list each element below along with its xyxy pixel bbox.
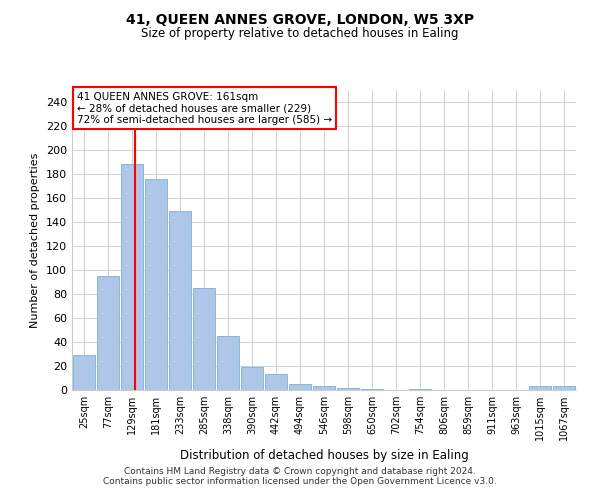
Bar bbox=[337, 388, 359, 390]
Y-axis label: Number of detached properties: Number of detached properties bbox=[31, 152, 40, 328]
X-axis label: Distribution of detached houses by size in Ealing: Distribution of detached houses by size … bbox=[179, 448, 469, 462]
Bar bbox=[145, 179, 167, 390]
Text: 41, QUEEN ANNES GROVE, LONDON, W5 3XP: 41, QUEEN ANNES GROVE, LONDON, W5 3XP bbox=[126, 12, 474, 26]
Text: Contains HM Land Registry data © Crown copyright and database right 2024.: Contains HM Land Registry data © Crown c… bbox=[124, 467, 476, 476]
Bar bbox=[313, 386, 335, 390]
Bar bbox=[169, 211, 191, 390]
Bar bbox=[265, 374, 287, 390]
Bar bbox=[361, 389, 383, 390]
Bar bbox=[193, 288, 215, 390]
Bar bbox=[241, 367, 263, 390]
Text: Size of property relative to detached houses in Ealing: Size of property relative to detached ho… bbox=[141, 28, 459, 40]
Bar bbox=[97, 276, 119, 390]
Bar bbox=[121, 164, 143, 390]
Bar bbox=[553, 386, 575, 390]
Text: Contains public sector information licensed under the Open Government Licence v3: Contains public sector information licen… bbox=[103, 477, 497, 486]
Bar bbox=[73, 355, 95, 390]
Bar bbox=[289, 384, 311, 390]
Bar bbox=[217, 336, 239, 390]
Text: 41 QUEEN ANNES GROVE: 161sqm
← 28% of detached houses are smaller (229)
72% of s: 41 QUEEN ANNES GROVE: 161sqm ← 28% of de… bbox=[77, 92, 332, 124]
Bar bbox=[409, 389, 431, 390]
Bar bbox=[529, 386, 551, 390]
